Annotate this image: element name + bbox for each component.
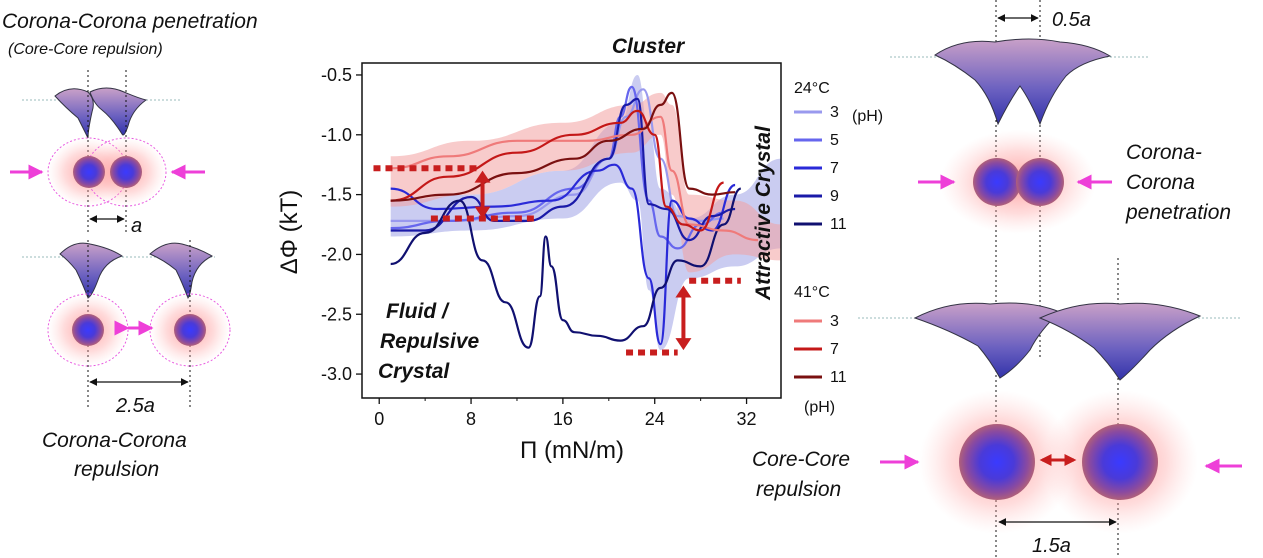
confidence-bands [390, 75, 781, 351]
range-arrow-head [675, 285, 692, 298]
series-line-24c-ph9 [390, 97, 736, 242]
legend: 24°C (pH) 3 5 7 9 11 41°C 3 7 11 (pH) [794, 80, 883, 416]
molecule-blob [59, 242, 124, 299]
legend-label: 3 [830, 104, 839, 121]
left-caption-line2: repulsion [74, 458, 159, 481]
legend-label: 7 [830, 160, 839, 177]
y-tick-label: -1.0 [321, 125, 352, 145]
sphere-core-icon [1082, 424, 1158, 500]
sphere-core-icon [73, 156, 105, 188]
left-title: Corona-Corona penetration [2, 10, 258, 33]
x-axis-label: Π (mN/m) [520, 437, 624, 464]
molecule-blob [89, 87, 148, 136]
sphere-core-icon [973, 158, 1021, 206]
fluid-label-line1: Fluid / [386, 300, 450, 323]
sphere-core-icon [959, 424, 1035, 500]
legend-group1-suffix: (pH) [852, 108, 883, 125]
molecule-blob [1038, 302, 1202, 381]
y-tick-label: -2.5 [321, 304, 352, 324]
legend-group2: 3 7 11 [794, 313, 847, 386]
molecule-blob [149, 242, 214, 299]
y-tick-label: -3.0 [321, 364, 352, 384]
penetration-line1: Corona- [1126, 141, 1202, 164]
penetration-line3: penetration [1125, 201, 1231, 224]
x-tick-label: 24 [645, 409, 665, 429]
sphere-core-icon [72, 314, 104, 346]
red-band [390, 92, 781, 273]
series-line-41c-ph11 [390, 91, 736, 202]
legend-label: 5 [830, 132, 839, 149]
bottom-gap-label: 1.5a [1032, 535, 1071, 557]
series-lines [390, 85, 759, 349]
x-tick-label: 0 [374, 409, 384, 429]
x-tick-label: 16 [553, 409, 573, 429]
legend-label: 9 [830, 188, 839, 205]
sphere-core-icon [110, 156, 142, 188]
series-line-24c-ph11 [390, 187, 742, 349]
y-tick-label: -1.5 [321, 185, 352, 205]
fluid-label-line3: Crystal [378, 360, 450, 383]
left-subtitle: (Core-Core repulsion) [8, 41, 163, 58]
y-tick-label: -2.0 [321, 244, 352, 264]
top-gap-label: 0.5a [1052, 9, 1091, 31]
range-arrows [474, 170, 692, 351]
x-tick-label: 32 [737, 409, 757, 429]
legend-group2-title: 41°C [794, 284, 830, 301]
y-axis-label: ΔΦ (kT) [276, 190, 303, 275]
sphere-core-icon [174, 314, 206, 346]
legend-group1-title: 24°C [794, 80, 830, 97]
gap-label: 2.5a [115, 395, 155, 417]
molecule-blob [913, 302, 1061, 379]
range-arrow-head [675, 338, 692, 351]
left-panel: Corona-Corona penetration (Core-Core rep… [2, 10, 258, 481]
cluster-label: Cluster [612, 35, 686, 58]
legend-group1: 3 5 7 9 11 [794, 104, 847, 233]
range-arrow-head [474, 170, 491, 183]
attractive-label: Attractive Crystal [752, 125, 775, 301]
chart: 0 8 16 24 32 -0.5 -1.0 -1.5 -2.0 -2.5 -3.0 ΔΦ (kT)… [276, 35, 883, 464]
legend-label: 7 [830, 341, 839, 358]
blue-band [390, 75, 781, 351]
penetration-line2: Corona [1126, 171, 1195, 194]
fluid-label-line2: Repulsive [380, 330, 480, 353]
left-caption-line1: Corona-Corona [42, 429, 187, 452]
legend-label: 11 [830, 369, 847, 386]
plot-frame [361, 62, 782, 399]
y-tick-label: -0.5 [321, 65, 352, 85]
series-line-24c-ph7 [390, 163, 736, 346]
right-panel: 0.5a Corona- Corona penetration Core-Cor… [752, 0, 1242, 558]
axis-ticks: 0 8 16 24 32 -0.5 -1.0 -1.5 -2.0 -2.5 -3.0 [321, 65, 757, 429]
legend-label: 11 [830, 216, 847, 233]
range-arrow-head [474, 206, 491, 219]
molecule-blob [933, 38, 1112, 126]
molecule-blob [54, 88, 94, 139]
core-repulsion-line1: Core-Core [752, 448, 850, 471]
sphere-core-icon [1016, 158, 1064, 206]
gap-label: a [131, 215, 142, 237]
series-line-41c-ph7 [390, 109, 725, 232]
x-tick-label: 8 [466, 409, 476, 429]
core-repulsion-line2: repulsion [756, 478, 841, 501]
legend-label: 3 [830, 313, 839, 330]
legend-group2-suffix: (pH) [804, 399, 835, 416]
